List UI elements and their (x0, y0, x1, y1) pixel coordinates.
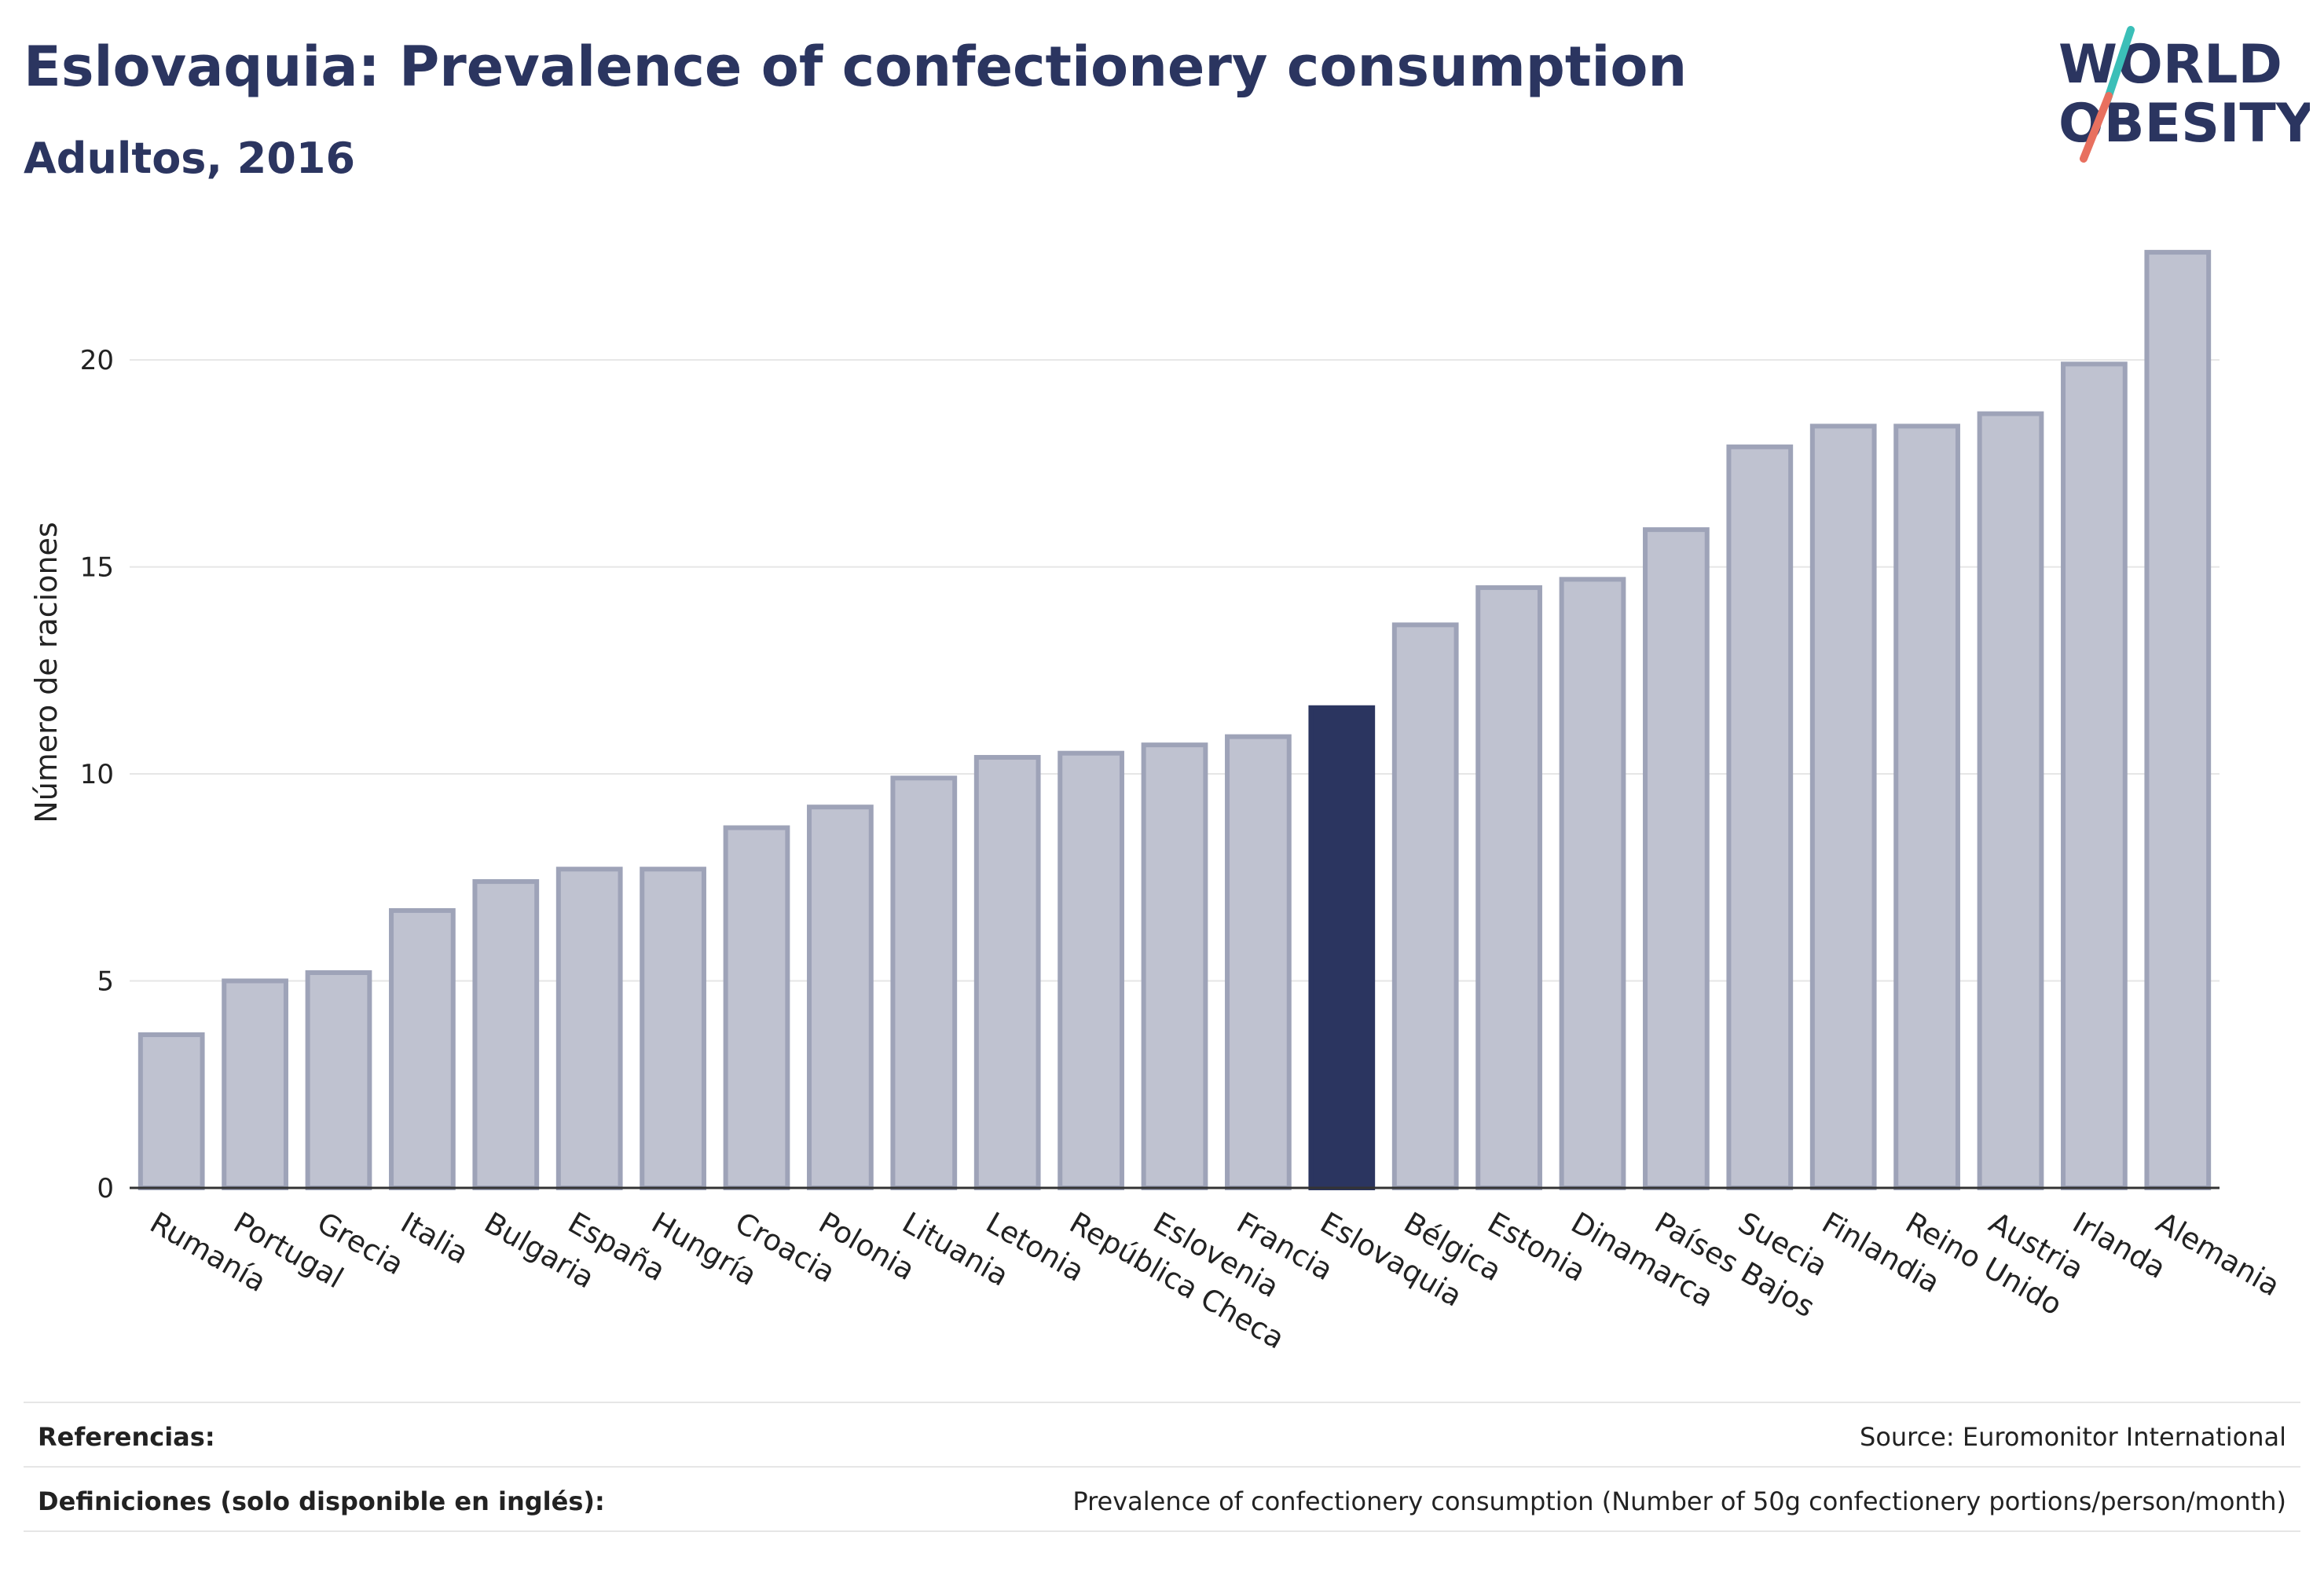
bar (1643, 527, 1710, 1190)
world-obesity-logo: WORLD OBESITY (2058, 26, 2310, 163)
definitions-row: Definiciones (solo disponible en inglés)… (24, 1466, 2300, 1530)
bar (1559, 577, 1626, 1190)
bar (723, 825, 790, 1191)
bar (1058, 750, 1124, 1190)
references-label: Referencias: (38, 1422, 215, 1452)
definitions-value: Prevalence of confectionery consumption … (1072, 1486, 2286, 1516)
y-tick-label: 15 (80, 552, 114, 584)
x-tick-label: Alemania (2150, 1206, 2286, 1303)
bar (1141, 742, 1208, 1190)
footer-divider (24, 1530, 2300, 1532)
bar (1809, 423, 1877, 1190)
bar-highlight (1308, 705, 1376, 1190)
bar (137, 1032, 205, 1191)
y-axis-ticks: 0 5 10 15 20 (80, 345, 114, 1204)
bar (1893, 423, 1960, 1190)
x-tick-label: Irlanda (2067, 1206, 2172, 1286)
bar (1977, 411, 2044, 1190)
bar (1225, 734, 1292, 1190)
bar (2061, 361, 2128, 1190)
x-tick-label: Italia (395, 1206, 475, 1271)
references-row: Referencias: Source: Euromonitor Interna… (24, 1402, 2300, 1466)
bar (1391, 622, 1459, 1190)
bar (222, 978, 288, 1190)
y-tick-label: 20 (80, 345, 114, 376)
bar (389, 907, 456, 1190)
logo-slash-teal-icon (2103, 26, 2135, 104)
chart-title: Eslovaquia: Prevalence of confectionery … (24, 35, 1688, 99)
definitions-label: Definiciones (solo disponible en inglés)… (38, 1486, 605, 1516)
y-tick-label: 0 (97, 1173, 114, 1204)
bar (807, 804, 874, 1190)
references-value: Source: Euromonitor International (1860, 1422, 2286, 1452)
bar (2144, 250, 2212, 1190)
chart-subtitle: Adultos, 2016 (24, 134, 356, 183)
bars (137, 250, 2212, 1191)
bar (640, 867, 706, 1191)
bar (555, 867, 623, 1191)
logo-slash-coral-icon (2080, 92, 2113, 163)
y-axis-title: Número de raciones (29, 522, 64, 823)
bar (472, 879, 540, 1190)
y-tick-label: 5 (97, 966, 114, 998)
bar (1726, 444, 1794, 1190)
bar (305, 969, 372, 1191)
bar (890, 775, 958, 1190)
logo-word-world: WORLD (2058, 34, 2282, 96)
bar (973, 754, 1041, 1190)
y-tick-label: 10 (80, 759, 114, 790)
bar (1475, 585, 1542, 1190)
